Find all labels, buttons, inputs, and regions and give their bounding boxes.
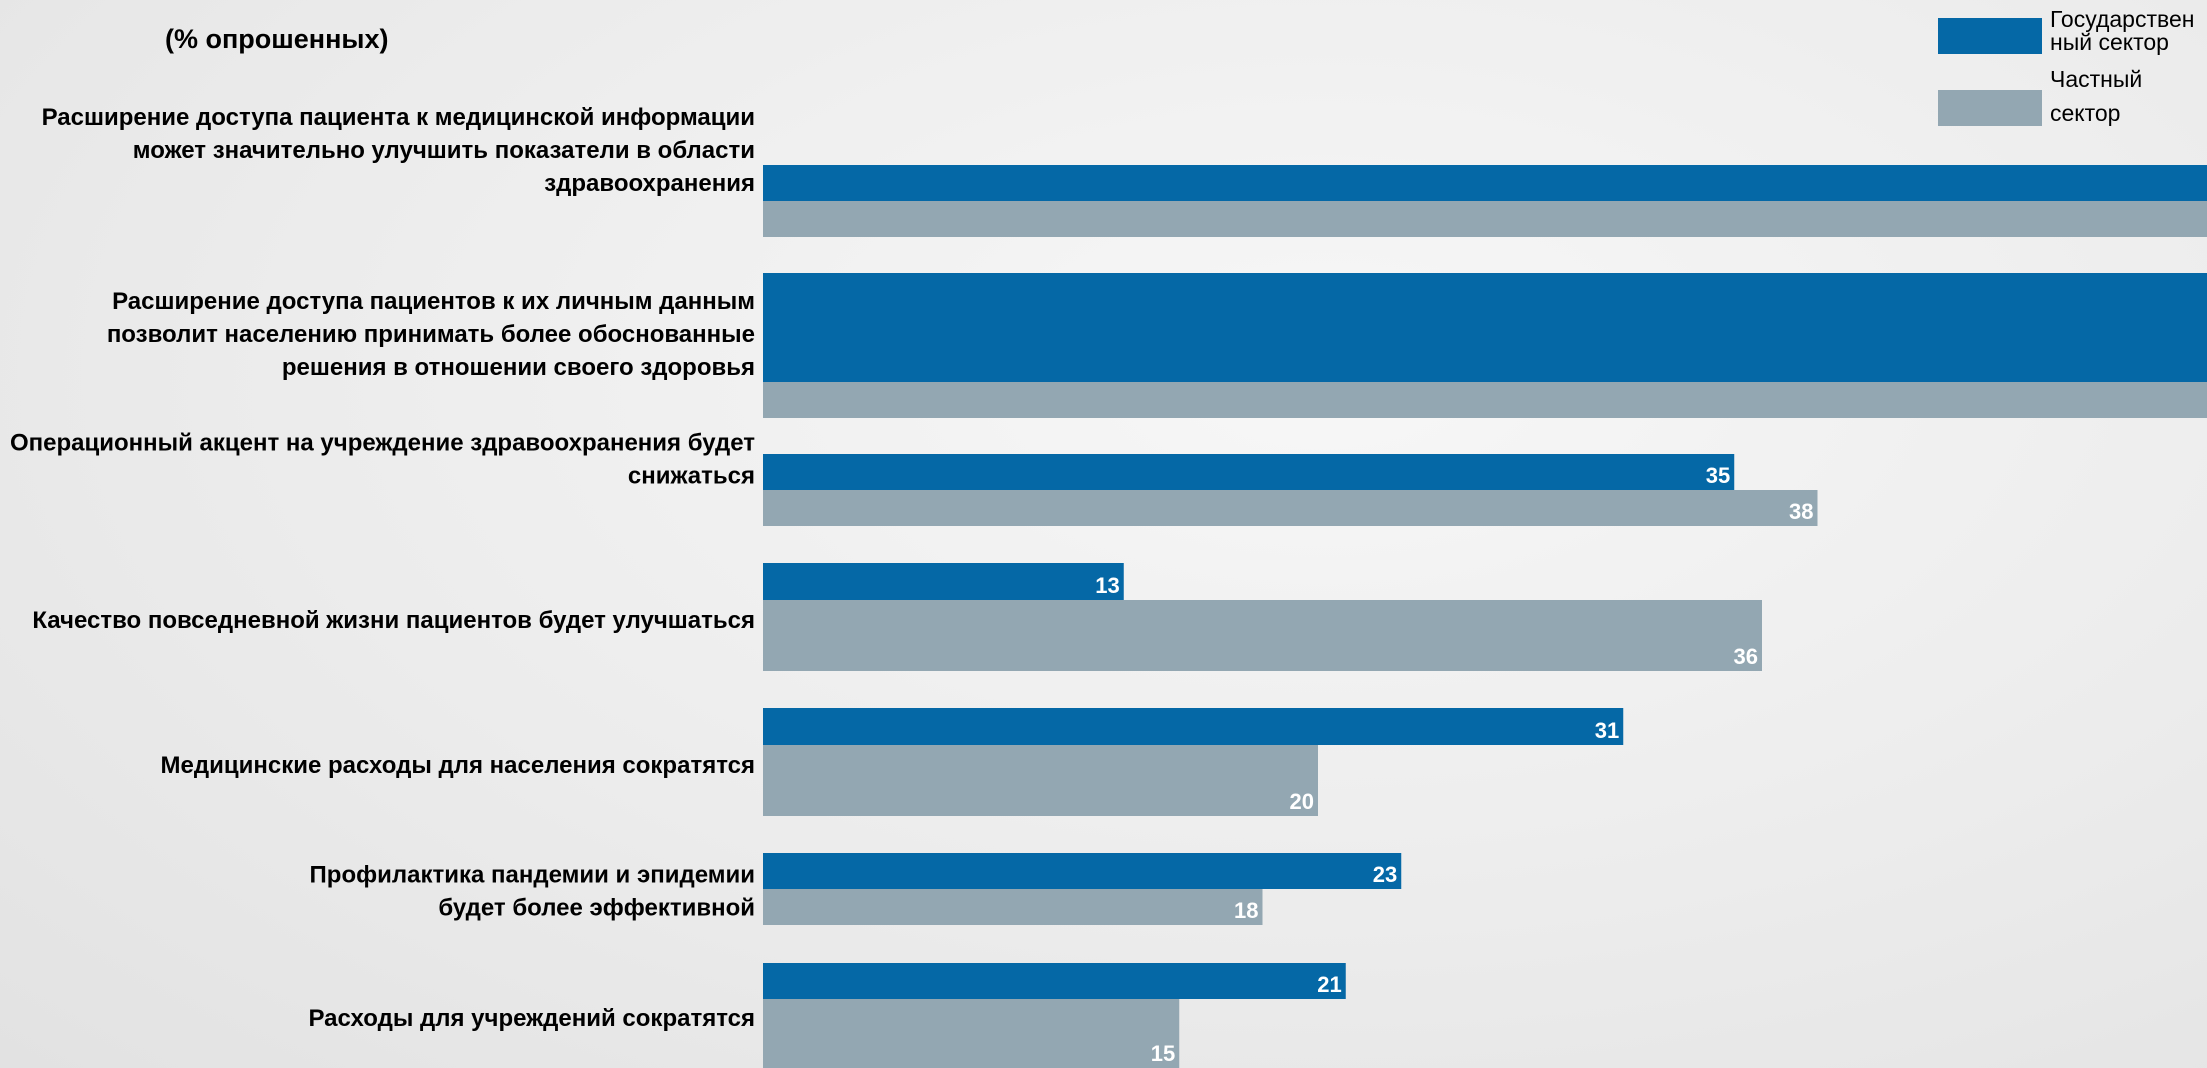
bar-private-4 [763, 745, 1318, 816]
category-label-4-line-0: Медицинские расходы для населения сократ… [161, 752, 755, 779]
bar-private-0 [763, 201, 2207, 237]
bar-private-6 [763, 999, 1180, 1068]
category-label-2-line-1: снижаться [628, 463, 755, 490]
category-label-5-line-1: будет более эффективной [438, 895, 755, 922]
legend-swatch-public [1938, 18, 2042, 54]
bar-public-0 [763, 165, 2207, 201]
bar-public-4 [763, 708, 1624, 745]
data-label-public-6: 21 [1317, 972, 1341, 997]
category-label-0-line-1: может значительно улучшить показатели в … [133, 137, 755, 164]
bar-private-2 [763, 490, 1818, 526]
legend-swatch-private [1938, 90, 2042, 126]
chart-subtitle: (% опрошенных) [165, 24, 389, 54]
category-label-2-line-0: Операционный акцент на учреждение здраво… [10, 430, 755, 457]
bar-public-5 [763, 853, 1402, 889]
data-label-public-2: 35 [1706, 463, 1730, 488]
category-label-5-line-0: Профилактика пандемии и эпидемии [310, 862, 755, 889]
category-label-1-line-2: решения в отношении своего здоровья [282, 354, 755, 381]
data-label-public-3: 13 [1095, 573, 1119, 598]
data-label-private-3: 36 [1734, 644, 1758, 669]
legend: Государствен ный сектор Частный сектор [1938, 8, 2207, 134]
category-label-0-line-0: Расширение доступа пациента к медицинско… [42, 104, 755, 131]
legend-label-public-line1: Государствен [2050, 6, 2195, 32]
legend-label-private-line1: Частный [2050, 66, 2143, 92]
data-label-private-6: 15 [1151, 1041, 1175, 1066]
category-label-1-line-0: Расширение доступа пациентов к их личным… [112, 288, 755, 315]
data-label-private-2: 38 [1789, 499, 1813, 524]
bar-public-1 [763, 273, 2207, 382]
bar-public-6 [763, 963, 1346, 999]
legend-label-public-line2: ный сектор [2050, 29, 2169, 55]
bar-private-5 [763, 889, 1263, 925]
category-label-0-line-2: здравоохранения [544, 170, 755, 197]
data-label-private-4: 20 [1290, 789, 1314, 814]
legend-label-private-line2: сектор [2050, 100, 2121, 126]
category-label-1-line-1: позволит населению принимать более обосн… [107, 321, 755, 348]
bar-private-1 [763, 382, 2207, 418]
bar-private-3 [763, 600, 1762, 671]
bar-public-2 [763, 454, 1735, 490]
category-label-3-line-0: Качество повседневной жизни пациентов бу… [32, 607, 755, 634]
category-label-6-line-0: Расходы для учреждений сократятся [308, 1005, 755, 1032]
bar-public-3 [763, 563, 1124, 600]
data-label-private-5: 18 [1234, 898, 1258, 923]
data-label-public-4: 31 [1595, 718, 1619, 743]
data-label-public-5: 23 [1373, 862, 1397, 887]
